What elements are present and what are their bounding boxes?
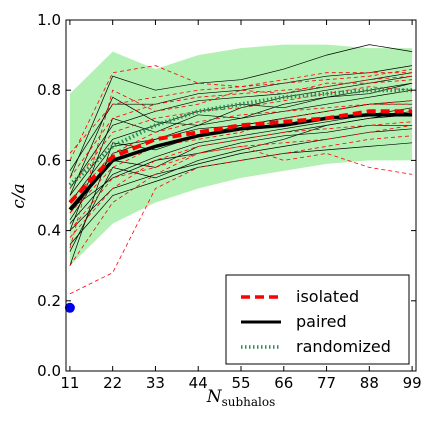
band-layer (69, 44, 413, 266)
legend-box (225, 274, 410, 365)
paired-realization-line-9 (69, 72, 413, 189)
paired-realization-line-6 (69, 124, 413, 210)
x-axis-title-main: N (206, 387, 223, 407)
isolated-realization-line-3 (69, 100, 413, 214)
y-axis-title: c/a (9, 183, 29, 208)
paired-realization-line-5 (69, 103, 413, 221)
y-tick-label: 0.8 (37, 81, 61, 99)
paired-realization-line-11 (69, 89, 413, 203)
x-tick-label: 77 (317, 374, 336, 392)
x-tick-label: 22 (103, 374, 122, 392)
individual-lines-layer (69, 44, 413, 295)
series-line-paired (68, 113, 413, 211)
isolated-realization-line-9 (69, 121, 413, 238)
x-tick-label: 33 (146, 374, 165, 392)
series-line-randomized (68, 88, 413, 187)
isolated-realization-line-10 (69, 68, 413, 154)
marker-layer (64, 302, 75, 313)
legend-label-paired: paired (296, 312, 347, 331)
isolated-realization-line-2 (69, 135, 413, 295)
y-tick-label: 0.2 (37, 292, 61, 310)
isolated-realization-line-7 (69, 75, 413, 179)
isolated-realization-line-6 (69, 145, 413, 266)
y-tick-label: 0.6 (37, 151, 61, 169)
isolated-realization-line-1 (69, 79, 413, 249)
paired-realization-line-0 (69, 44, 413, 179)
paired-realization-line-13 (69, 65, 413, 172)
series-layer (68, 88, 413, 211)
legend-label-isolated: isolated (296, 287, 359, 306)
legend-label-randomized: randomized (296, 337, 391, 356)
x-tick-label: 55 (231, 374, 250, 392)
x-tick-label: 99 (403, 374, 422, 392)
isolated-realization-line-5 (69, 86, 413, 189)
x-axis-title: Nsubhalos (206, 387, 276, 409)
randomized-range-band (69, 44, 413, 266)
tick-label-layer: 11 22 33 44 55 66 77 88 99 0.0 0.2 0.4 0.6 0.8 1.0 (37, 11, 422, 392)
y-tick-label: 0.0 (37, 362, 61, 380)
isolated-realization-line-4 (69, 124, 413, 231)
x-axis-title-subscript: subhalos (222, 395, 276, 409)
y-tick-label: 0.4 (37, 222, 61, 240)
paired-realization-line-1 (69, 75, 413, 196)
paired-realization-line-7 (69, 82, 413, 196)
legend: isolated paired randomized (225, 274, 410, 365)
x-tick-label: 11 (60, 374, 79, 392)
x-tick-label: 44 (189, 374, 208, 392)
x-tick-label: 88 (360, 374, 379, 392)
y-tick-label: 1.0 (37, 11, 61, 29)
series-line-isolated (68, 109, 413, 204)
marker-point (64, 302, 75, 313)
tick-layer (66, 19, 416, 372)
isolated-realization-line-0 (69, 65, 413, 161)
x-tick-label: 66 (274, 374, 293, 392)
